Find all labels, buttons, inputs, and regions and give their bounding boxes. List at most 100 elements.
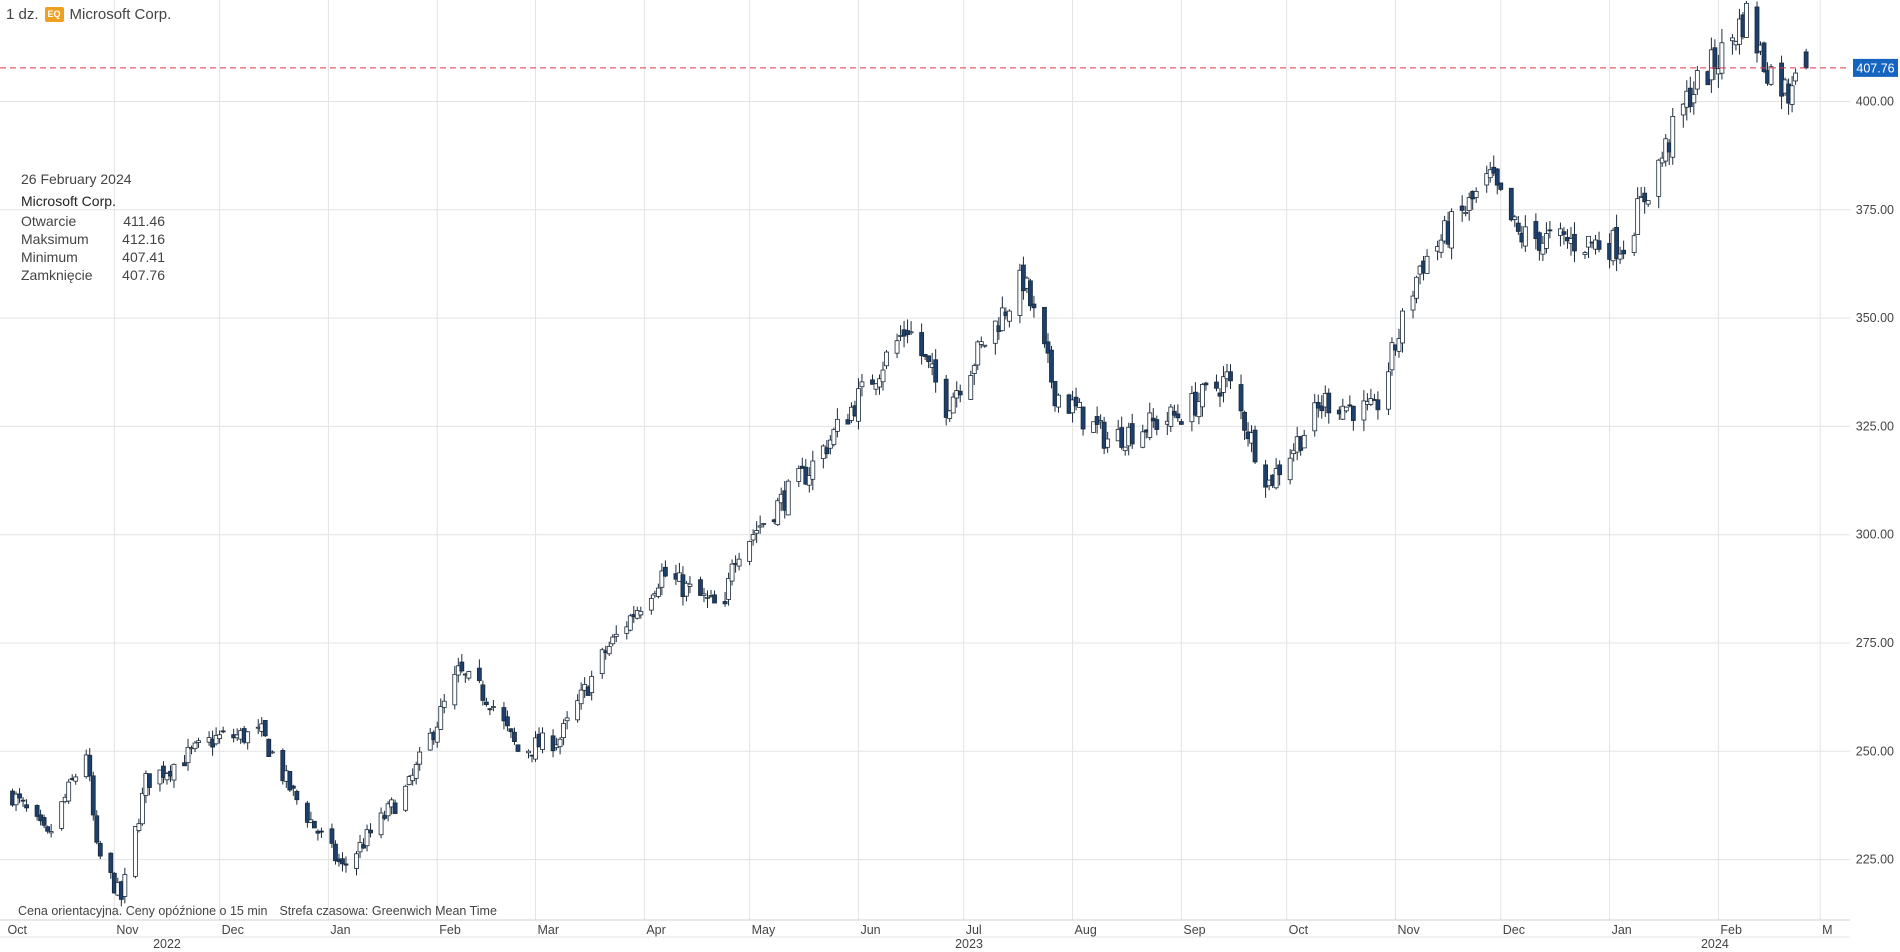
candle <box>613 625 619 643</box>
candle <box>459 654 465 673</box>
candle <box>627 613 633 632</box>
candle <box>1487 161 1493 183</box>
candle-body <box>1631 235 1637 253</box>
candle <box>1670 108 1676 165</box>
candle-body <box>452 673 458 706</box>
candle <box>1031 295 1037 318</box>
candle-body <box>161 765 166 778</box>
year-label: 2022 <box>153 937 181 951</box>
candle-body <box>192 742 198 750</box>
candle <box>97 840 103 860</box>
candle-body <box>217 734 223 739</box>
candle <box>1073 387 1079 411</box>
x-tick-label: Sep <box>1183 923 1205 937</box>
quantity-label: 1 dz. <box>6 6 39 23</box>
candle <box>1368 388 1374 407</box>
candle-body <box>627 615 633 631</box>
candle-body <box>722 601 728 605</box>
candle-body <box>908 331 914 334</box>
candle-body <box>662 566 668 577</box>
candle-body <box>550 735 556 752</box>
candle-body <box>438 706 444 730</box>
candle-body <box>132 826 138 877</box>
candle-body <box>90 775 96 816</box>
candle-body <box>108 852 114 873</box>
candle-body <box>1217 392 1223 397</box>
candle <box>515 744 521 753</box>
candle-body <box>171 763 177 781</box>
candle-body <box>1178 421 1184 425</box>
candle <box>1045 333 1051 363</box>
candle-body <box>1228 371 1233 382</box>
candle-body <box>1073 396 1079 407</box>
candle-body <box>287 771 293 791</box>
candle <box>269 750 275 754</box>
candle-body <box>933 359 939 383</box>
candle-body <box>1252 429 1258 463</box>
candle <box>1122 446 1128 456</box>
y-tick-label: 275.00 <box>1856 636 1894 650</box>
candle-body <box>487 708 493 711</box>
candle <box>1147 402 1153 441</box>
candle-body <box>845 419 851 425</box>
candle <box>17 788 22 804</box>
timezone-note: Strefa czasowa: Greenwich Mean Time <box>279 904 497 918</box>
candle-body <box>1494 168 1500 186</box>
candle-body <box>575 700 581 721</box>
candle-body <box>48 831 54 834</box>
candle <box>1544 222 1549 254</box>
candle <box>1080 406 1086 436</box>
candle-body <box>824 447 830 455</box>
candle <box>561 719 566 746</box>
candle <box>182 755 187 767</box>
candle <box>343 856 349 873</box>
candle <box>1140 424 1146 449</box>
candle-body <box>1680 103 1686 116</box>
candle-body <box>1031 303 1037 309</box>
candle-body <box>280 750 286 782</box>
candle-body <box>441 700 447 708</box>
last-price-label: 407.76 <box>1856 61 1894 75</box>
x-tick-label: Dec <box>222 923 244 937</box>
candle-body <box>1221 376 1226 393</box>
candle <box>761 522 767 528</box>
candle-body <box>508 728 514 733</box>
candle <box>490 699 496 712</box>
candle-body <box>1122 446 1128 452</box>
candle <box>1508 187 1514 222</box>
candle <box>754 521 760 544</box>
candle <box>1803 48 1809 70</box>
candle-body <box>1614 226 1619 259</box>
candle <box>139 787 145 826</box>
candle-body <box>245 731 251 744</box>
candle-body <box>975 341 981 366</box>
candle-body <box>1006 310 1012 322</box>
candle <box>1287 449 1293 485</box>
candle <box>1340 398 1346 420</box>
candle-body <box>1617 253 1623 260</box>
candle-body <box>1312 402 1318 432</box>
low-value: 407.41 <box>122 249 165 265</box>
candle <box>185 738 191 771</box>
candle-body <box>466 671 472 679</box>
candle-body <box>1045 341 1051 354</box>
candle <box>1789 75 1795 113</box>
candle <box>1536 231 1542 261</box>
candle-body <box>1101 421 1107 449</box>
candle-body <box>1544 233 1549 249</box>
candle <box>1512 214 1518 228</box>
candle <box>1217 388 1223 408</box>
candle <box>487 707 493 716</box>
candle <box>213 727 219 746</box>
candle <box>796 465 802 488</box>
candle <box>1473 187 1479 203</box>
candle <box>245 731 251 750</box>
candle <box>1547 221 1553 239</box>
candle <box>132 826 138 879</box>
candle-body <box>417 751 423 765</box>
tooltip-instrument: Microsoft Corp. <box>21 193 116 209</box>
candle <box>1463 205 1469 217</box>
candle-body <box>971 365 977 374</box>
candle <box>280 748 286 785</box>
